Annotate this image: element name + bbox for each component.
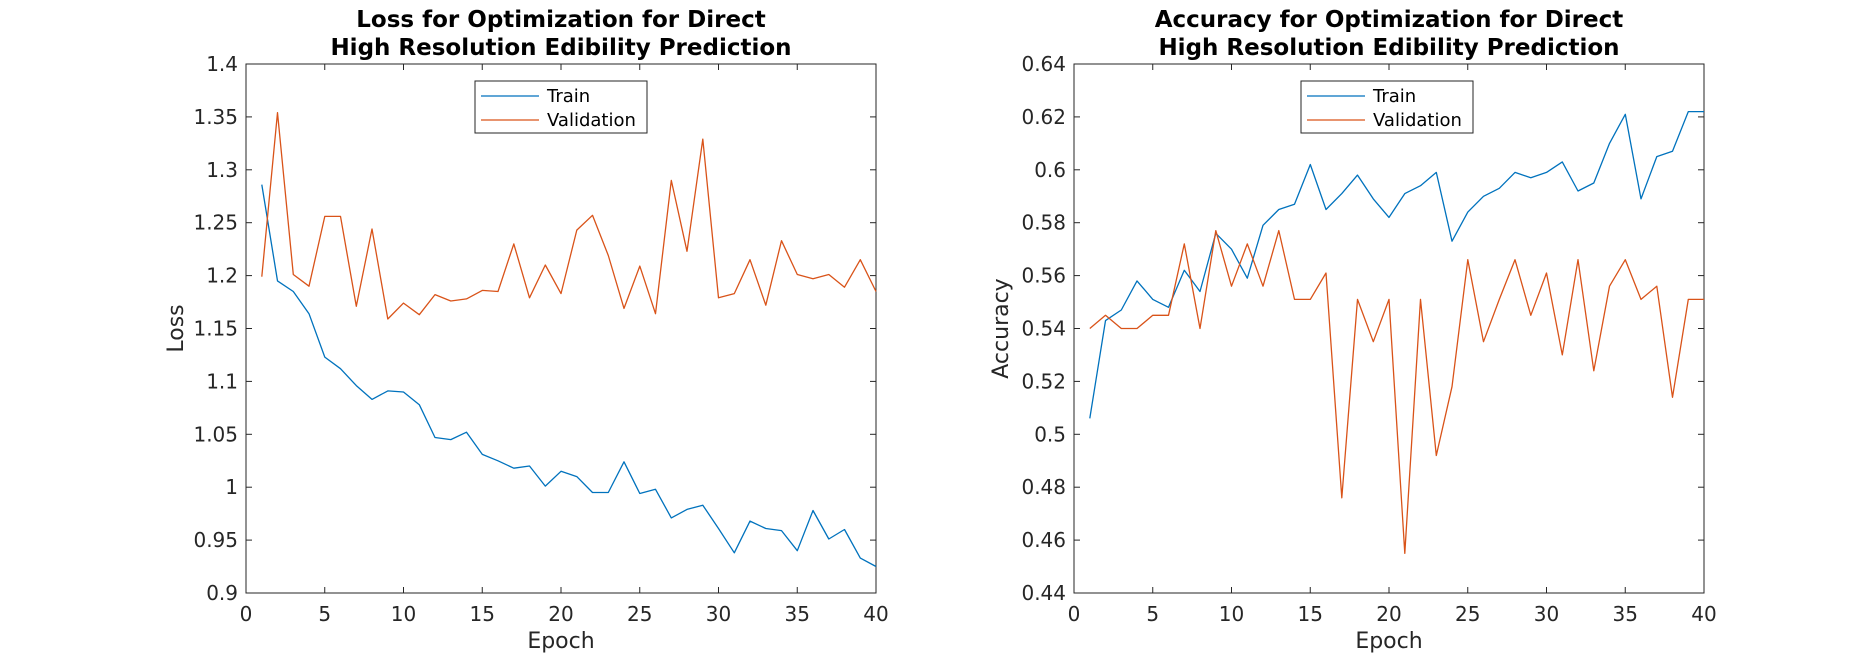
y-tick-label: 0.95 bbox=[193, 528, 238, 552]
x-tick-label: 0 bbox=[240, 602, 253, 626]
series-line-train bbox=[1089, 110, 1704, 419]
y-tick-label: 0.52 bbox=[1021, 369, 1066, 393]
x-tick-label: 0 bbox=[1068, 602, 1081, 626]
loss-chart-title-line-2: High Resolution Edibility Prediction bbox=[330, 35, 791, 61]
legend-label-train: Train bbox=[1372, 86, 1416, 107]
x-tick-label: 10 bbox=[391, 602, 416, 626]
y-tick-label: 1.35 bbox=[193, 105, 238, 129]
x-tick-label: 5 bbox=[1146, 602, 1159, 626]
x-tick-label: 35 bbox=[785, 602, 810, 626]
x-tick-label: 15 bbox=[1298, 602, 1323, 626]
y-tick-label: 0.5 bbox=[1034, 422, 1066, 446]
y-axis-label: Loss bbox=[164, 304, 189, 352]
x-axis-label: Epoch bbox=[527, 629, 594, 654]
x-tick-label: 15 bbox=[470, 602, 495, 626]
legend-box bbox=[1300, 80, 1474, 134]
x-tick-label: 30 bbox=[1534, 602, 1559, 626]
series-line-validation bbox=[261, 112, 877, 320]
x-tick-label: 25 bbox=[627, 602, 652, 626]
loss-chart-title-line-1: Loss for Optimization for Direct bbox=[356, 7, 765, 33]
legend-label-validation: Validation bbox=[547, 110, 636, 131]
y-tick-label: 1.3 bbox=[206, 158, 238, 182]
y-tick-label: 1.1 bbox=[206, 369, 238, 393]
y-tick-label: 0.46 bbox=[1021, 528, 1066, 552]
y-tick-label: 0.56 bbox=[1021, 264, 1066, 288]
y-tick-label: 0.44 bbox=[1021, 581, 1066, 605]
y-tick-label: 0.9 bbox=[206, 581, 238, 605]
accuracy-chart: Accuracy for Optimization for DirectHigh… bbox=[989, 7, 1717, 654]
plot-area-frame bbox=[245, 63, 877, 594]
accuracy-chart-title-line-2: High Resolution Edibility Prediction bbox=[1158, 35, 1619, 61]
series-line-train bbox=[261, 184, 877, 568]
y-tick-label: 0.54 bbox=[1021, 317, 1066, 341]
series-line-validation bbox=[1089, 229, 1704, 554]
legend: Train Validation bbox=[1300, 80, 1474, 134]
y-tick-label: 0.62 bbox=[1021, 105, 1066, 129]
x-tick-label: 20 bbox=[1376, 602, 1401, 626]
x-tick-label: 35 bbox=[1613, 602, 1638, 626]
y-tick-label: 1 bbox=[225, 475, 238, 499]
y-tick-label: 0.64 bbox=[1021, 52, 1066, 76]
y-tick-label: 0.48 bbox=[1021, 475, 1066, 499]
y-tick-label: 1.05 bbox=[193, 422, 238, 446]
y-tick-label: 1.25 bbox=[193, 211, 238, 235]
x-tick-label: 30 bbox=[706, 602, 731, 626]
legend-label-validation: Validation bbox=[1373, 110, 1462, 131]
x-tick-label: 20 bbox=[548, 602, 573, 626]
x-tick-label: 40 bbox=[863, 602, 888, 626]
y-tick-label: 0.58 bbox=[1021, 211, 1066, 235]
x-tick-label: 40 bbox=[1691, 602, 1716, 626]
accuracy-chart-title-line-1: Accuracy for Optimization for Direct bbox=[1155, 7, 1624, 33]
x-tick-label: 25 bbox=[1455, 602, 1480, 626]
y-tick-label: 0.6 bbox=[1034, 158, 1066, 182]
x-tick-label: 10 bbox=[1219, 602, 1244, 626]
y-axis-label: Accuracy bbox=[989, 278, 1014, 378]
x-tick-label: 5 bbox=[318, 602, 331, 626]
y-tick-label: 1.4 bbox=[206, 52, 238, 76]
x-axis-label: Epoch bbox=[1355, 629, 1422, 654]
legend: Train Validation bbox=[474, 80, 648, 134]
y-tick-label: 1.15 bbox=[193, 317, 238, 341]
y-tick-label: 1.2 bbox=[206, 264, 238, 288]
plot-area-frame bbox=[1073, 63, 1705, 594]
legend-box bbox=[474, 80, 648, 134]
legend-label-train: Train bbox=[546, 86, 590, 107]
